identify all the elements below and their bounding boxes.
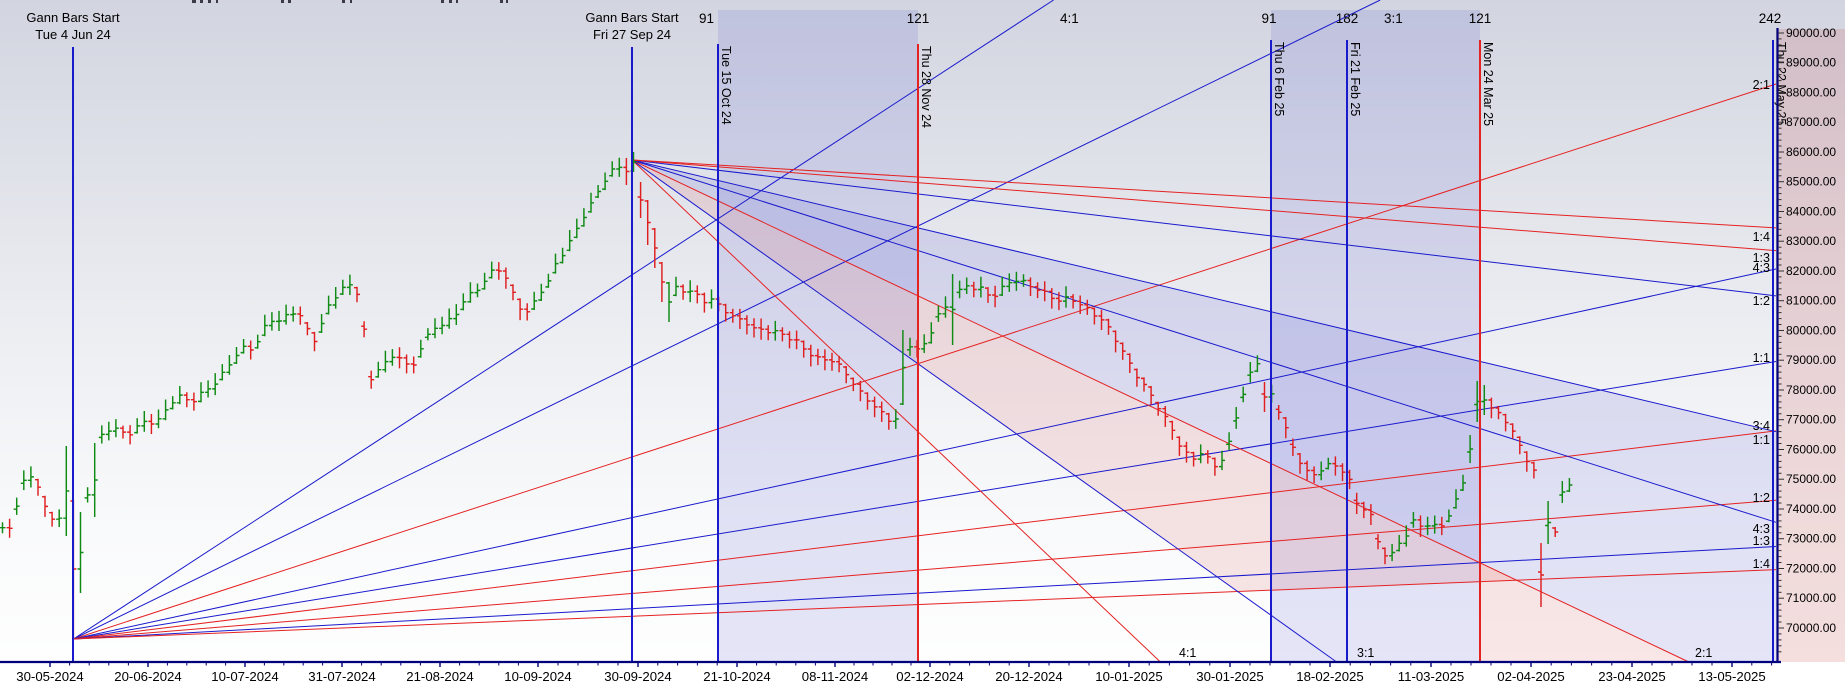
svg-text:81000.00: 81000.00 xyxy=(1786,294,1836,308)
svg-text:2:1: 2:1 xyxy=(1695,646,1712,660)
svg-text:84000.00: 84000.00 xyxy=(1786,205,1836,219)
svg-text:70000.00: 70000.00 xyxy=(1786,621,1836,635)
svg-text:10-07-2024: 10-07-2024 xyxy=(211,669,278,684)
svg-text:Tue 4 Jun 24: Tue 4 Jun 24 xyxy=(35,27,110,42)
svg-text:79000.00: 79000.00 xyxy=(1786,353,1836,367)
svg-text:2:1: 2:1 xyxy=(1753,78,1770,92)
svg-text:20-06-2024: 20-06-2024 xyxy=(114,669,181,684)
svg-text:1:2: 1:2 xyxy=(1753,294,1770,308)
svg-text:Thu 22 May 25: Thu 22 May 25 xyxy=(1774,42,1788,125)
svg-text:30-09-2024: 30-09-2024 xyxy=(604,669,671,684)
svg-text:72000.00: 72000.00 xyxy=(1786,562,1836,576)
svg-text:3:4: 3:4 xyxy=(1753,419,1770,433)
svg-text:90000.00: 90000.00 xyxy=(1786,26,1836,40)
svg-text:4:1: 4:1 xyxy=(1060,11,1079,26)
svg-text:77000.00: 77000.00 xyxy=(1786,413,1836,427)
svg-text:30-01-2025: 30-01-2025 xyxy=(1196,669,1263,684)
svg-text:4:3: 4:3 xyxy=(1753,522,1770,536)
svg-text:10-01-2025: 10-01-2025 xyxy=(1095,669,1162,684)
svg-text:30-05-2024: 30-05-2024 xyxy=(16,669,83,684)
svg-text:71000.00: 71000.00 xyxy=(1786,591,1836,605)
svg-text:91: 91 xyxy=(1261,11,1276,26)
svg-text:Fri 21 Feb 25: Fri 21 Feb 25 xyxy=(1348,42,1362,116)
svg-text:74000.00: 74000.00 xyxy=(1786,502,1836,516)
svg-text:83000.00: 83000.00 xyxy=(1786,234,1836,248)
svg-text:08-11-2024: 08-11-2024 xyxy=(802,669,868,684)
svg-text:20-12-2024: 20-12-2024 xyxy=(995,669,1062,684)
svg-text:23-04-2025: 23-04-2025 xyxy=(1598,669,1665,684)
svg-text:85000.00: 85000.00 xyxy=(1786,175,1836,189)
svg-text:91: 91 xyxy=(699,11,714,26)
svg-text:3:1: 3:1 xyxy=(1384,11,1403,26)
svg-text:80000.00: 80000.00 xyxy=(1786,324,1836,338)
svg-text:4:1: 4:1 xyxy=(1179,646,1196,660)
svg-text:89000.00: 89000.00 xyxy=(1786,56,1836,70)
svg-text:31-07-2024: 31-07-2024 xyxy=(308,669,375,684)
svg-text:4:3: 4:3 xyxy=(1753,261,1770,275)
svg-text:13-05-2025: 13-05-2025 xyxy=(1698,669,1765,684)
svg-text:02-04-2025: 02-04-2025 xyxy=(1497,669,1564,684)
svg-text:121: 121 xyxy=(1469,11,1492,26)
svg-text:1:4: 1:4 xyxy=(1753,557,1770,571)
svg-text:82000.00: 82000.00 xyxy=(1786,264,1836,278)
svg-text:1:3: 1:3 xyxy=(1753,251,1770,265)
svg-text:87000.00: 87000.00 xyxy=(1786,115,1836,129)
svg-text:18-02-2025: 18-02-2025 xyxy=(1296,669,1363,684)
svg-text:75000.00: 75000.00 xyxy=(1786,472,1836,486)
svg-text:Tue 15 Oct 24: Tue 15 Oct 24 xyxy=(719,46,733,125)
svg-text:76000.00: 76000.00 xyxy=(1786,443,1836,457)
svg-text:1:4: 1:4 xyxy=(1753,230,1770,244)
svg-text:21-10-2024: 21-10-2024 xyxy=(703,669,770,684)
svg-text:11-03-2025: 11-03-2025 xyxy=(1398,669,1464,684)
svg-text:Fri 27 Sep 24: Fri 27 Sep 24 xyxy=(593,27,671,42)
svg-text:02-12-2024: 02-12-2024 xyxy=(896,669,963,684)
svg-text:1:1: 1:1 xyxy=(1753,351,1770,365)
svg-text:88000.00: 88000.00 xyxy=(1786,86,1836,100)
svg-text:21-08-2024: 21-08-2024 xyxy=(406,669,473,684)
svg-text:121: 121 xyxy=(907,11,930,26)
svg-text:Gann Bars Start: Gann Bars Start xyxy=(26,10,120,25)
svg-text:78000.00: 78000.00 xyxy=(1786,383,1836,397)
svg-text:182: 182 xyxy=(1336,11,1359,26)
svg-text:3:1: 3:1 xyxy=(1357,646,1374,660)
svg-text:10-09-2024: 10-09-2024 xyxy=(504,669,571,684)
svg-text:Thu 6 Feb 25: Thu 6 Feb 25 xyxy=(1272,42,1286,116)
svg-text:Mon 24 Mar 25: Mon 24 Mar 25 xyxy=(1481,42,1495,126)
svg-text:1:3: 1:3 xyxy=(1753,534,1770,548)
svg-text:1:1: 1:1 xyxy=(1753,433,1770,447)
svg-text:73000.00: 73000.00 xyxy=(1786,532,1836,546)
svg-text:86000.00: 86000.00 xyxy=(1786,145,1836,159)
svg-text:Thu 28 Nov 24: Thu 28 Nov 24 xyxy=(919,46,933,128)
svg-text:Gann Bars Start: Gann Bars Start xyxy=(585,10,679,25)
svg-text:1:2: 1:2 xyxy=(1753,491,1770,505)
svg-text:242: 242 xyxy=(1759,11,1782,26)
